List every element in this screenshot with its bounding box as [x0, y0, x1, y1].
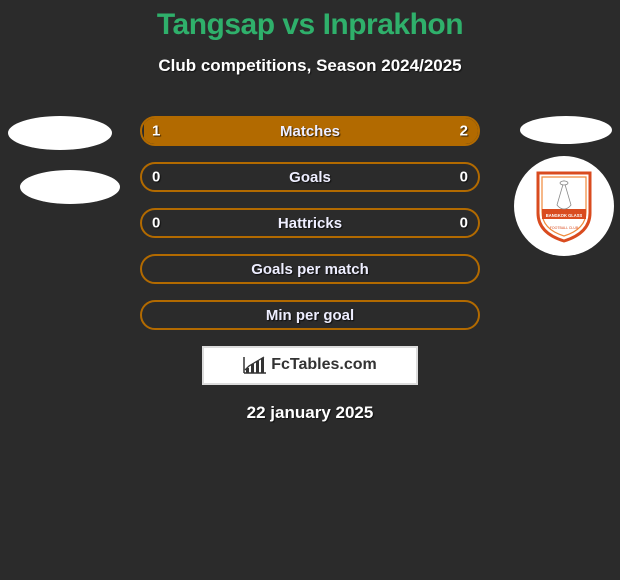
- stat-bars: 1 Matches 2 0 Goals 0 0 Hattricks 0 Goals per mat…: [140, 116, 480, 330]
- left-team-badges: [8, 116, 120, 224]
- stat-row: Min per goal: [140, 300, 480, 330]
- stat-left-value: 1: [152, 123, 160, 140]
- stat-left-value: 0: [152, 169, 160, 186]
- stat-row: 1 Matches 2: [140, 116, 480, 146]
- stat-label: Matches: [280, 123, 340, 140]
- right-badge-1: [520, 116, 612, 144]
- bars-chart-icon: [243, 356, 267, 374]
- stat-label: Hattricks: [278, 215, 342, 232]
- brand-box: FcTables.com: [202, 346, 418, 385]
- brand-text: FcTables.com: [271, 356, 377, 374]
- stat-row: Goals per match: [140, 254, 480, 284]
- stat-label: Min per goal: [266, 307, 354, 324]
- left-badge-1: [8, 116, 112, 150]
- stat-row: 0 Hattricks 0: [140, 208, 480, 238]
- right-team-crest: BANGKOK GLASS FOOTBALL CLUB: [514, 156, 614, 256]
- svg-text:BANGKOK GLASS: BANGKOK GLASS: [546, 213, 583, 218]
- stat-right-value: 2: [460, 123, 468, 140]
- shield-icon: BANGKOK GLASS FOOTBALL CLUB: [534, 169, 594, 243]
- svg-text:FOOTBALL CLUB: FOOTBALL CLUB: [550, 226, 579, 230]
- stat-right-value: 0: [460, 215, 468, 232]
- stat-label: Goals: [289, 169, 331, 186]
- stat-row: 0 Goals 0: [140, 162, 480, 192]
- comparison-content: BANGKOK GLASS FOOTBALL CLUB 1 Matches 2 0 Go…: [0, 116, 620, 423]
- date-text: 22 january 2025: [0, 403, 620, 423]
- page-title: Tangsap vs Inprakhon: [0, 0, 620, 42]
- stat-label: Goals per match: [251, 261, 369, 278]
- stat-left-value: 0: [152, 215, 160, 232]
- left-badge-2: [20, 170, 120, 204]
- stat-right-value: 0: [460, 169, 468, 186]
- subtitle: Club competitions, Season 2024/2025: [0, 56, 620, 76]
- right-team-badges: BANGKOK GLASS FOOTBALL CLUB: [514, 116, 614, 256]
